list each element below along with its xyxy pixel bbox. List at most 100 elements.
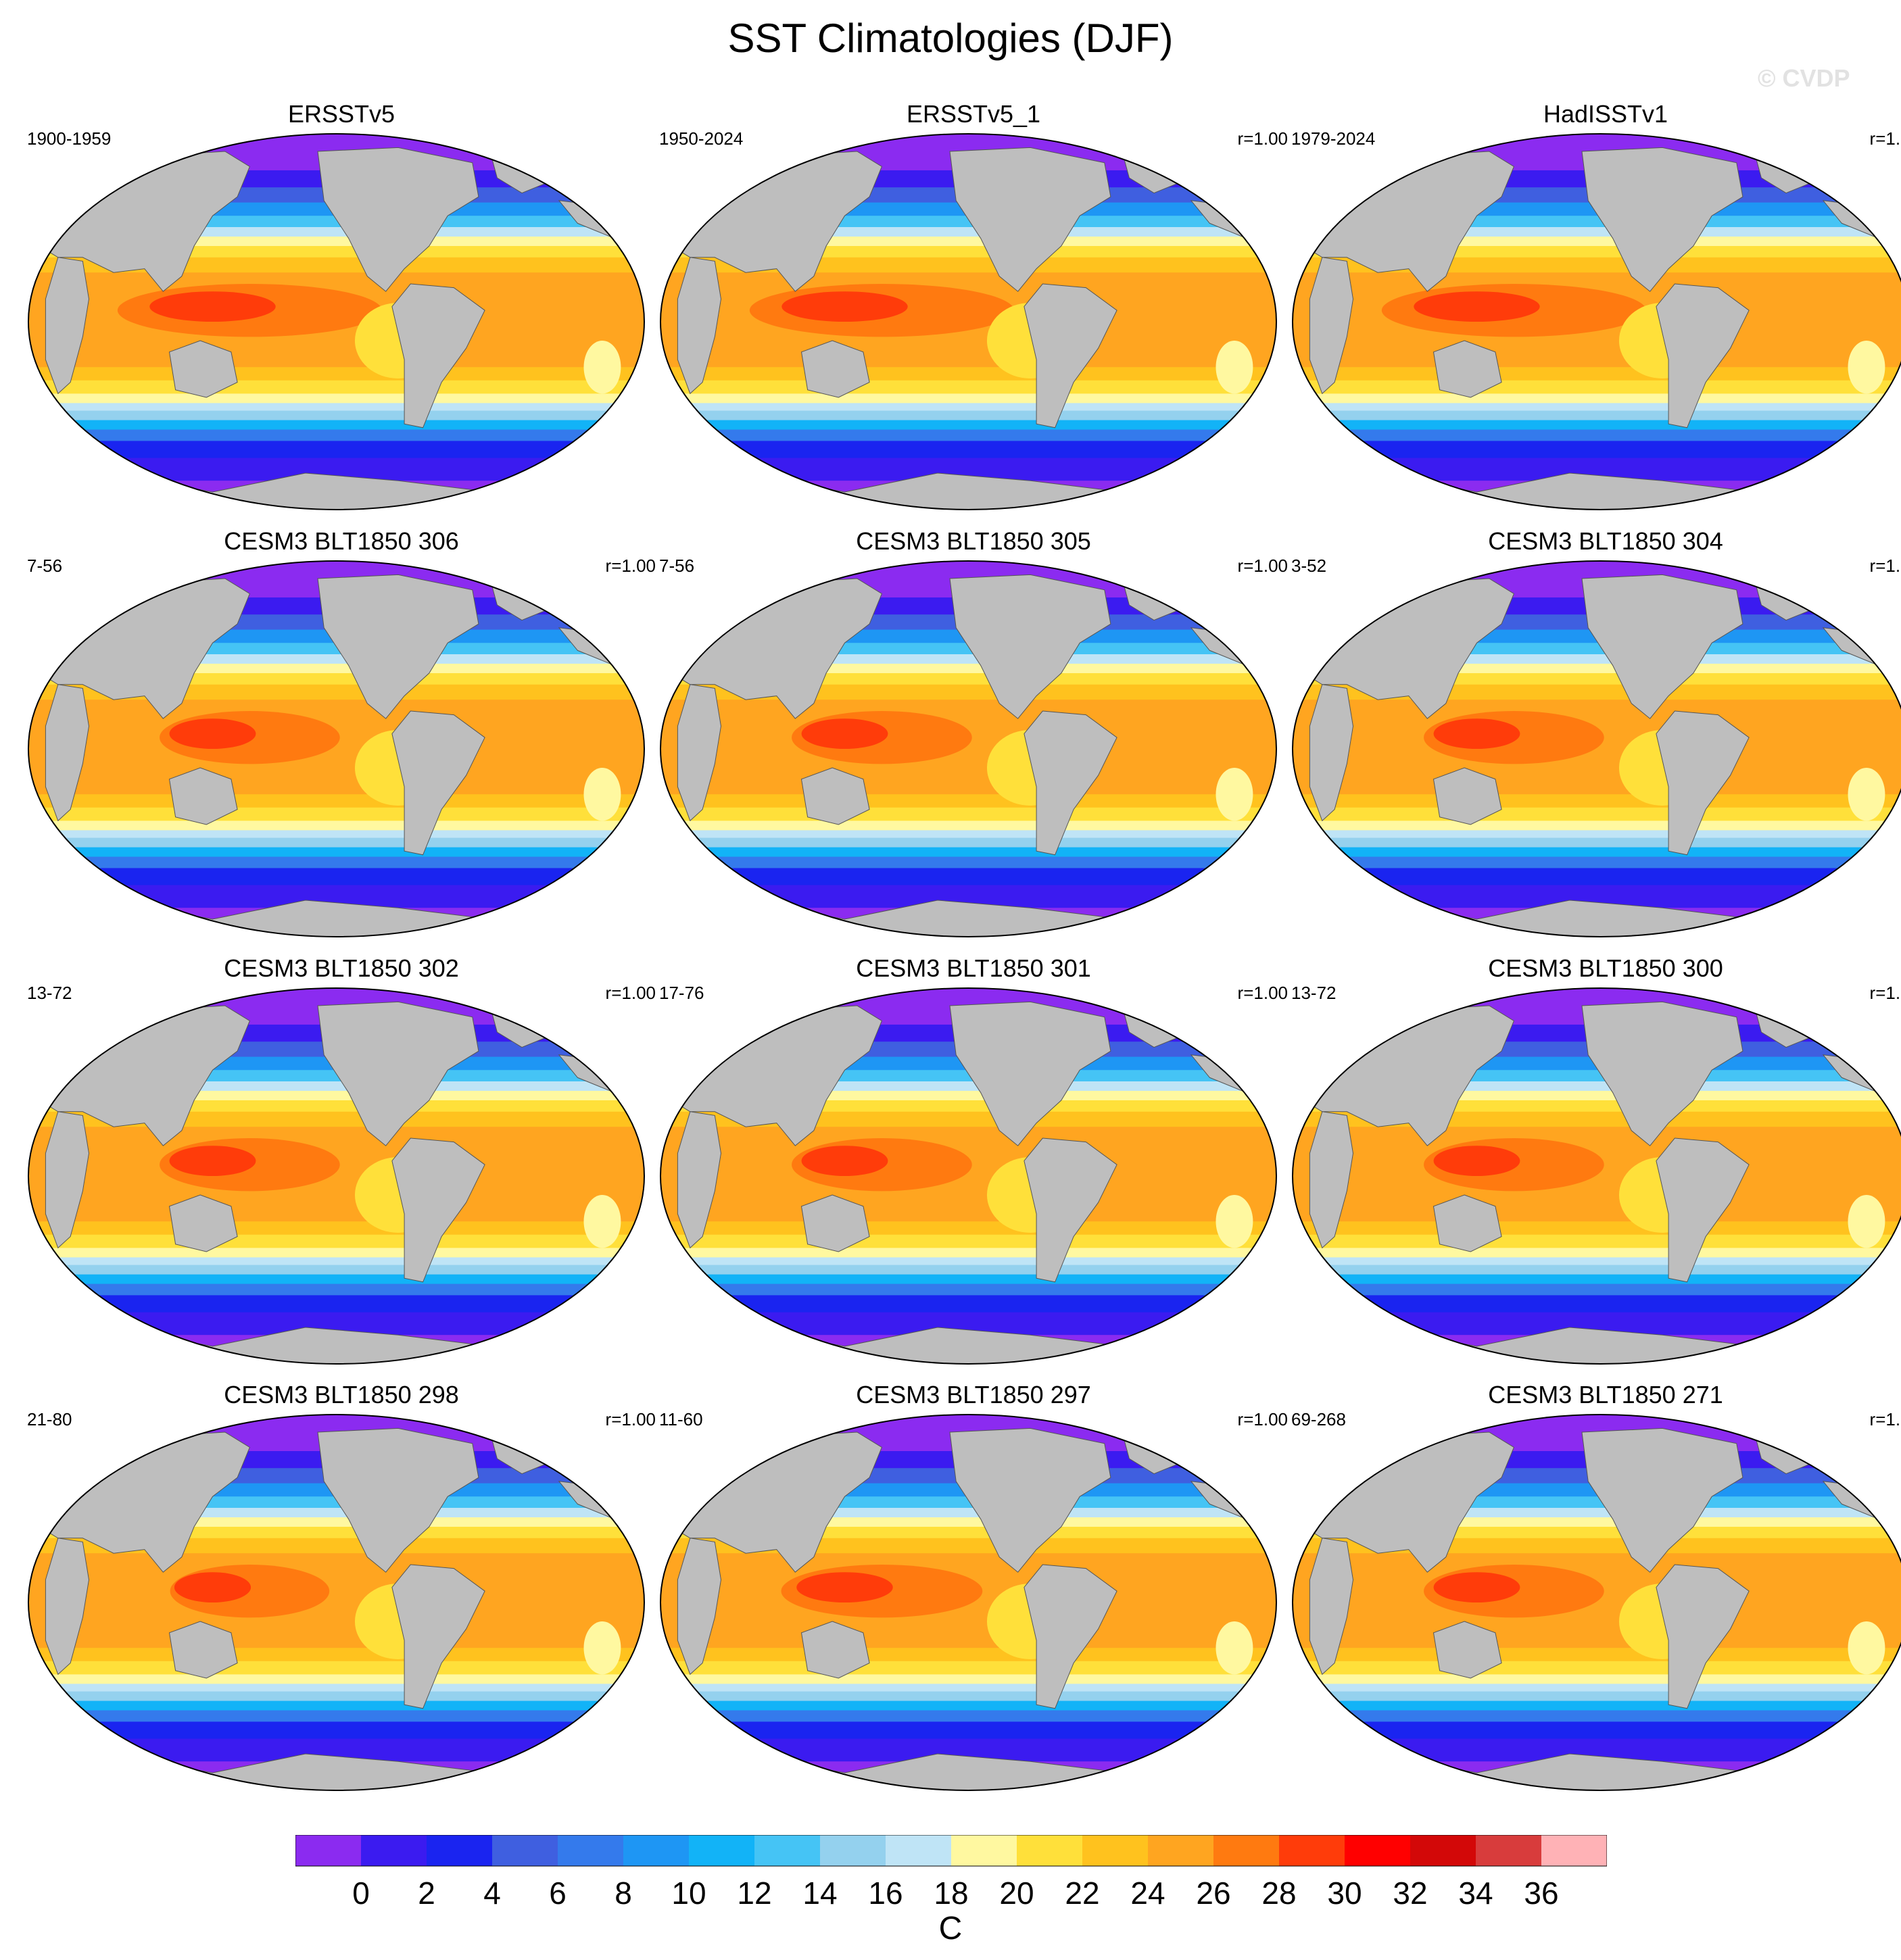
panel-period-label: 7-56 — [27, 556, 63, 576]
map-border — [28, 133, 645, 510]
sst-band — [28, 1661, 644, 1675]
sst-band — [660, 1661, 1276, 1675]
panel-title: CESM3 BLT1850 305 — [856, 527, 1091, 555]
land-mass — [89, 900, 584, 937]
colorbar-swatch — [1541, 1835, 1607, 1866]
sst-band — [28, 1221, 644, 1235]
land-mass — [677, 1111, 722, 1249]
warm-pool-core — [174, 1572, 251, 1602]
land-mass — [1309, 684, 1354, 822]
colorbar-swatch — [492, 1835, 558, 1866]
panel-period-label: 1900-1959 — [27, 128, 112, 149]
sst-band — [1293, 1265, 1901, 1275]
panel-correlation-label: r=1.00 — [1237, 128, 1288, 149]
colorbar-tick-label: 36 — [1524, 1876, 1558, 1909]
land-mass — [800, 767, 870, 825]
sst-band — [660, 1274, 1276, 1285]
land-mass — [1024, 1564, 1117, 1709]
colorbar-swatch — [886, 1835, 952, 1866]
sst-band — [660, 1248, 1276, 1258]
sst-band — [1293, 1710, 1901, 1723]
sst-band — [660, 1283, 1276, 1296]
sst-band — [1293, 1648, 1901, 1662]
land-mass — [391, 1564, 485, 1709]
sst-map — [1292, 560, 1901, 937]
figure-title: SST Climatologies (DJF) — [727, 16, 1174, 61]
land-mass — [1309, 257, 1354, 395]
sst-band — [28, 1700, 644, 1711]
sst-band — [28, 868, 644, 886]
land-mass — [949, 1427, 1111, 1573]
land-mass — [1309, 1538, 1354, 1675]
sst-band — [660, 1221, 1276, 1235]
sst-band — [28, 367, 644, 381]
sst-band — [1293, 868, 1901, 886]
sst-band — [1293, 1674, 1901, 1685]
sst-band — [28, 420, 644, 431]
sst-band — [660, 380, 1276, 395]
land-mass — [1581, 1001, 1743, 1146]
sst-map — [660, 133, 1277, 510]
colorbar-tick-label: 12 — [737, 1876, 771, 1909]
panel-correlation-label: r=1.00 — [1869, 128, 1901, 149]
benguela-cold — [1216, 1195, 1253, 1248]
sst-band — [1293, 1221, 1901, 1235]
sst-band — [28, 1127, 644, 1223]
sst-band — [1293, 441, 1901, 459]
sst-band — [1293, 393, 1901, 404]
benguela-cold — [1216, 768, 1253, 821]
panel-correlation-label: r=1.00 — [1869, 1409, 1901, 1429]
land-mass — [45, 684, 90, 822]
colorbar-swatch — [1082, 1835, 1149, 1866]
panel-correlation-label: r=1.00 — [1237, 983, 1288, 1003]
land-mass — [721, 1327, 1216, 1364]
land-mass — [1353, 900, 1848, 937]
colorbar-swatch — [1017, 1835, 1083, 1866]
land-mass — [677, 684, 722, 822]
colorbar-tick-label: 10 — [671, 1876, 706, 1909]
sst-band — [28, 1248, 644, 1258]
sst-band — [28, 1265, 644, 1275]
sst-band — [1293, 794, 1901, 808]
benguela-cold — [1216, 1621, 1253, 1675]
map-panel: CESM3 BLT1850 302 13-72 r=1.00 — [27, 954, 656, 1380]
sst-band — [28, 429, 644, 442]
land-mass — [1656, 1137, 1750, 1283]
sst-band — [660, 367, 1276, 381]
map-panel: CESM3 BLT1850 301 17-76 r=1.00 — [659, 954, 1288, 1380]
panel-period-label: 69-268 — [1291, 1409, 1346, 1429]
watermark: © CVDP — [1758, 64, 1850, 92]
sst-band — [28, 847, 644, 858]
land-mass — [391, 1137, 485, 1283]
sst-band — [1293, 1257, 1901, 1266]
land-mass — [1433, 767, 1502, 825]
sst-band — [1293, 410, 1901, 421]
sst-band — [1293, 429, 1901, 442]
sst-band — [28, 820, 644, 831]
panel-title: CESM3 BLT1850 300 — [1488, 954, 1723, 982]
warm-pool-core — [801, 718, 888, 749]
colorbar-swatch — [1148, 1835, 1214, 1866]
land-mass — [317, 1001, 479, 1146]
benguela-cold — [1848, 1195, 1885, 1248]
land-mass — [800, 340, 870, 398]
warm-pool-core — [169, 1146, 256, 1176]
sst-band — [1293, 1684, 1901, 1692]
sst-band — [660, 700, 1276, 795]
sst-band — [660, 429, 1276, 442]
panel-correlation-label: r=1.00 — [605, 1409, 656, 1429]
land-mass — [949, 1001, 1111, 1146]
colorbar-tick-label: 20 — [999, 1876, 1034, 1909]
land-mass — [1656, 283, 1750, 428]
sst-band — [1293, 403, 1901, 412]
sst-band — [660, 1710, 1276, 1723]
colorbar-swatch — [295, 1835, 362, 1866]
sst-band — [1293, 830, 1901, 839]
sst-band — [28, 441, 644, 459]
land-mass — [89, 1753, 584, 1790]
map-border — [660, 133, 1277, 510]
panel-correlation-label: r=1.00 — [1869, 556, 1901, 576]
sst-band — [660, 1684, 1276, 1692]
warm-pool-core — [1414, 291, 1540, 322]
sst-band — [1293, 420, 1901, 431]
